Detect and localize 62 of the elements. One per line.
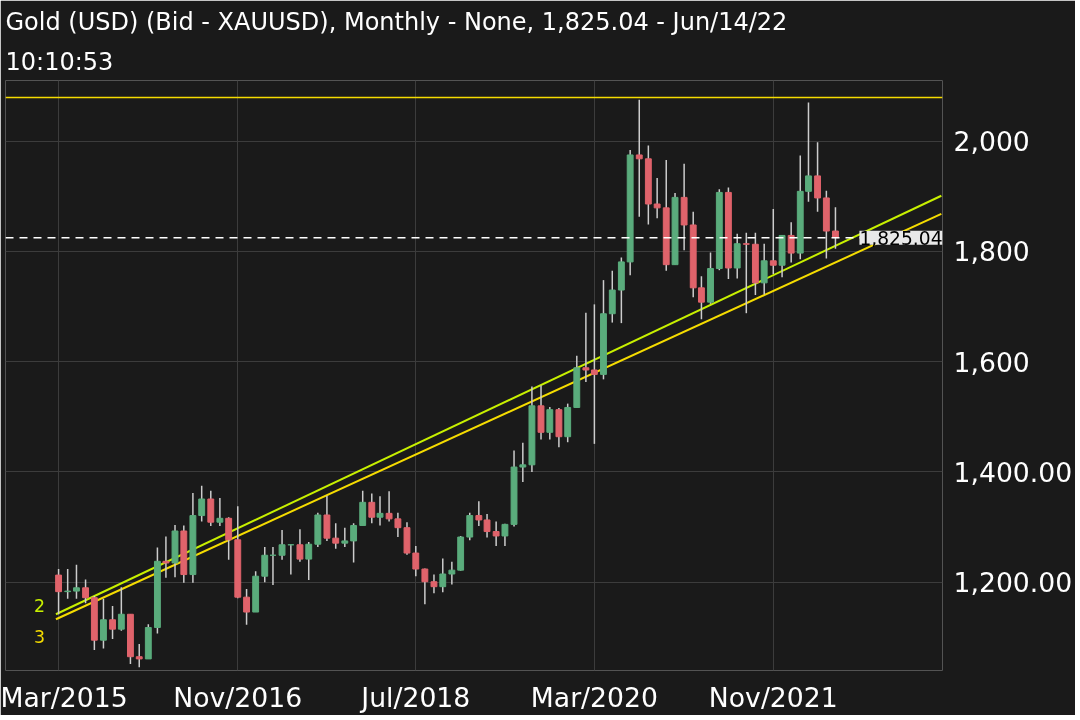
candlestick xyxy=(760,242,768,296)
candlestick xyxy=(832,206,839,250)
x-tick-label: Mar/2020 xyxy=(530,681,658,713)
ref-line-label: 1,825.04 xyxy=(859,227,943,249)
candlestick xyxy=(466,512,474,542)
candlestick xyxy=(225,516,233,561)
candlestick xyxy=(412,545,420,577)
candlestick xyxy=(55,568,63,616)
candlestick xyxy=(198,485,206,523)
candlestick xyxy=(394,512,402,538)
candlestick xyxy=(653,177,661,220)
y-tick-label: 1,200.00 xyxy=(953,567,1073,599)
series-label: 3 xyxy=(33,627,45,648)
candlestick xyxy=(742,231,750,314)
candlestick xyxy=(216,497,224,527)
candlestick xyxy=(82,578,89,604)
x-tick-label: Nov/2021 xyxy=(708,681,838,713)
y-tick-label: 1,400.00 xyxy=(953,457,1073,488)
chart-title: Gold (USD) (Bid - XAUUSD), Monthly - None, 1,825.04 - Jun/14/22 xyxy=(5,7,788,36)
candlestick xyxy=(109,605,116,640)
candlestick xyxy=(590,303,598,445)
candlestick xyxy=(135,643,143,668)
candlestick xyxy=(368,492,376,525)
candlestick xyxy=(261,546,269,584)
x-tick-label: Mar/2015 xyxy=(0,681,128,713)
candlestick xyxy=(100,598,107,650)
candlestick xyxy=(582,311,590,383)
candlestick xyxy=(385,490,393,523)
y-tick-label: 1,600 xyxy=(953,346,1030,378)
candlestick xyxy=(421,567,429,606)
candlestick xyxy=(64,568,72,600)
candlestick xyxy=(332,522,340,550)
candlestick xyxy=(162,535,170,579)
chart-subtitle: 10:10:53 xyxy=(5,47,114,76)
candlestick xyxy=(296,528,304,563)
candlestick xyxy=(546,406,554,441)
candlestick xyxy=(448,561,456,586)
candlestick xyxy=(814,141,821,213)
candlestick xyxy=(769,208,777,275)
candlestick xyxy=(635,99,643,218)
y-tick-label: 1,800 xyxy=(953,236,1030,268)
candlestick xyxy=(243,588,250,626)
y-tick-label: 2,000 xyxy=(953,126,1030,158)
candlestick xyxy=(323,494,331,542)
candlestick xyxy=(430,573,438,595)
series-label: 2 xyxy=(33,596,45,617)
candlestick xyxy=(439,557,447,593)
candlestick xyxy=(376,495,384,527)
candlestick xyxy=(117,586,125,632)
candlestick xyxy=(492,520,500,547)
candlestick xyxy=(608,269,616,324)
candlestick xyxy=(359,489,367,527)
candlestick xyxy=(519,442,527,483)
candlestick xyxy=(341,526,349,548)
candlestick xyxy=(207,489,215,527)
x-tick-label: Nov/2016 xyxy=(173,681,303,713)
candlestick xyxy=(73,563,80,600)
candlestick xyxy=(350,522,358,564)
candlestick xyxy=(787,221,795,264)
candlestick xyxy=(278,529,286,561)
candlestick xyxy=(305,541,313,581)
x-tick-label: Jul/2018 xyxy=(359,681,471,713)
